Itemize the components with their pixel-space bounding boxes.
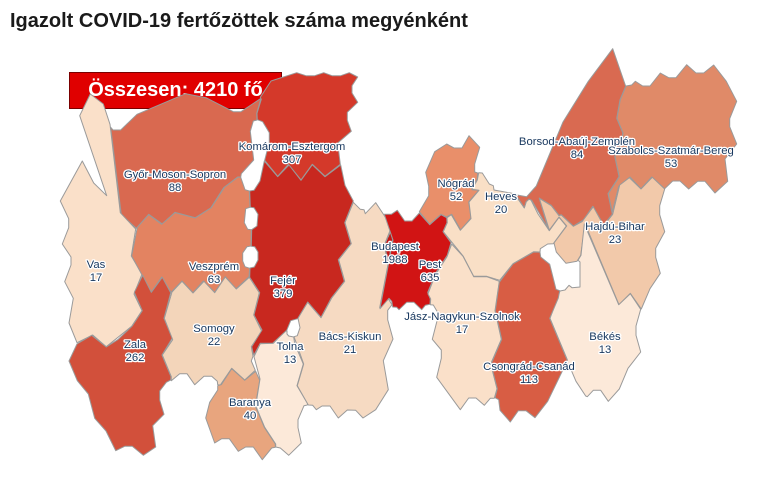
svg-text:40: 40: [244, 410, 257, 422]
svg-text:Baranya: Baranya: [229, 397, 272, 409]
svg-text:635: 635: [421, 272, 440, 284]
svg-text:22: 22: [208, 336, 221, 348]
svg-text:84: 84: [571, 149, 584, 161]
svg-text:262: 262: [126, 352, 145, 364]
svg-text:Fejér: Fejér: [270, 275, 296, 287]
svg-text:13: 13: [599, 344, 612, 356]
svg-text:Hajdú-Bihar: Hajdú-Bihar: [585, 221, 645, 233]
svg-text:Budapest: Budapest: [371, 241, 420, 253]
svg-text:Jász-Nagykun-Szolnok: Jász-Nagykun-Szolnok: [404, 311, 520, 323]
svg-text:63: 63: [208, 274, 221, 286]
svg-text:21: 21: [344, 344, 357, 356]
svg-text:17: 17: [90, 272, 103, 284]
svg-text:23: 23: [609, 234, 622, 246]
svg-text:379: 379: [274, 288, 293, 300]
svg-text:Bács-Kiskun: Bács-Kiskun: [319, 331, 382, 343]
svg-text:Pest: Pest: [419, 259, 442, 271]
svg-text:Komárom-Esztergom: Komárom-Esztergom: [239, 141, 346, 153]
svg-text:113: 113: [520, 374, 538, 386]
svg-text:Győr-Moson-Sopron: Győr-Moson-Sopron: [124, 169, 226, 181]
svg-text:53: 53: [665, 158, 678, 170]
svg-text:Szabolcs-Szatmár-Bereg: Szabolcs-Szatmár-Bereg: [608, 145, 734, 157]
svg-text:307: 307: [283, 154, 302, 166]
svg-text:17: 17: [456, 324, 469, 336]
svg-text:Veszprém: Veszprém: [189, 261, 239, 273]
svg-text:Békés: Békés: [589, 331, 621, 343]
svg-text:Somogy: Somogy: [193, 323, 235, 335]
svg-text:52: 52: [450, 191, 463, 203]
svg-text:88: 88: [169, 182, 182, 194]
svg-text:Vas: Vas: [87, 259, 106, 271]
svg-text:Csongrád-Csanád: Csongrád-Csanád: [483, 361, 575, 373]
svg-text:13: 13: [284, 354, 297, 366]
svg-text:Tolna: Tolna: [276, 341, 304, 353]
svg-text:Zala: Zala: [124, 339, 147, 351]
svg-text:Nógrád: Nógrád: [437, 178, 474, 190]
svg-text:1988: 1988: [382, 254, 407, 266]
svg-text:Heves: Heves: [485, 191, 517, 203]
svg-text:20: 20: [495, 204, 508, 216]
